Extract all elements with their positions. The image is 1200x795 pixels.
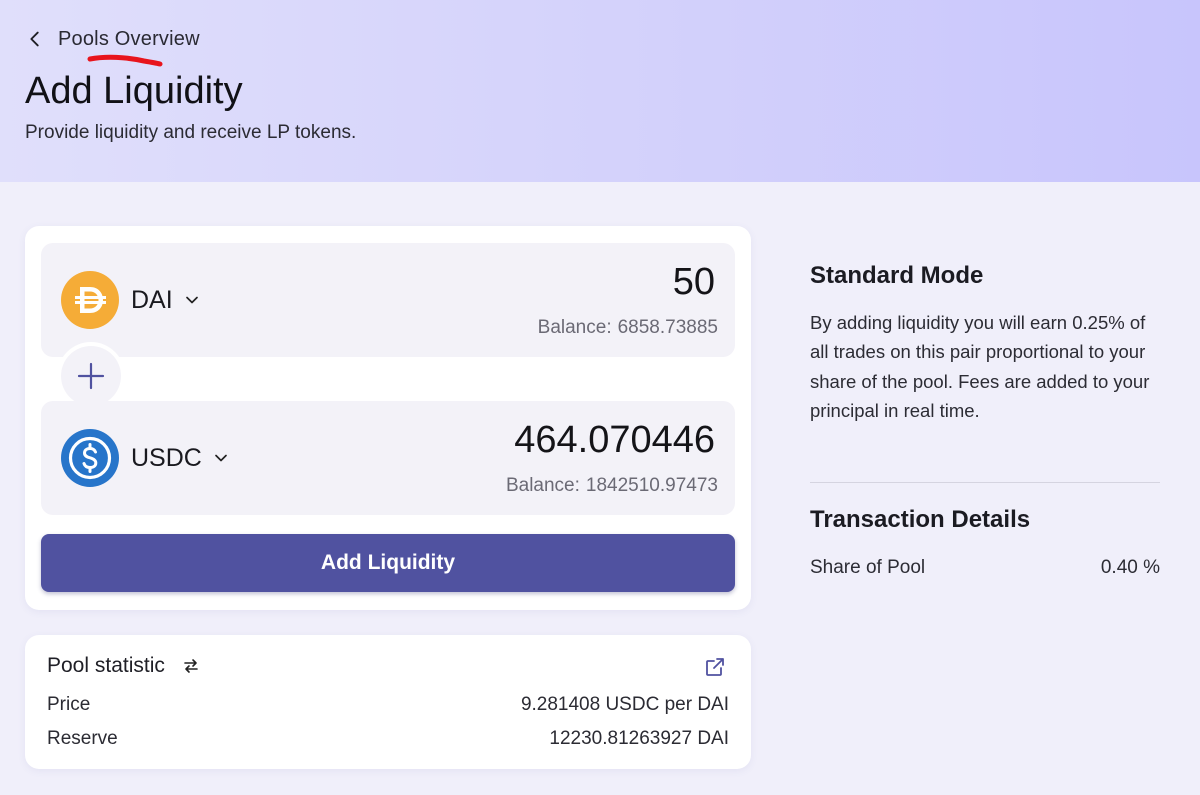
mode-title: Standard Mode (810, 262, 984, 289)
token-b-balance: Balance: 1842510.97473 (506, 475, 718, 497)
token-a-selector[interactable]: DAI (61, 271, 201, 329)
add-liquidity-card: DAI Balance: 6858.73885 USDC (25, 226, 751, 610)
token-a-symbol: DAI (131, 285, 173, 314)
stat-row-price: Price 9.281408 USDC per DAI (47, 694, 729, 716)
tx-label: Share of Pool (810, 557, 926, 578)
mode-info-panel: Standard Mode By adding liquidity you wi… (810, 262, 1160, 425)
token-b-amount-input[interactable] (315, 419, 715, 462)
chevron-down-icon (214, 454, 227, 462)
balance-label: Balance: (537, 317, 612, 338)
token-a-balance: Balance: 6858.73885 (538, 317, 718, 339)
token-b-panel: USDC Balance: 1842510.97473 (41, 401, 735, 515)
divider (810, 482, 1160, 483)
external-link-icon[interactable] (703, 655, 727, 679)
plus-icon (77, 362, 105, 390)
back-link-label: Pools Overview (58, 27, 200, 50)
page-header: Pools Overview Add Liquidity Provide liq… (0, 0, 1200, 182)
balance-label: Balance: (505, 475, 580, 496)
red-underline-annotation (87, 54, 163, 67)
chevron-down-icon (185, 296, 198, 304)
back-to-pools-link[interactable]: Pools Overview (24, 26, 200, 52)
usdc-icon (61, 429, 119, 487)
token-a-panel: DAI Balance: 6858.73885 (41, 243, 735, 357)
swap-arrows-icon[interactable] (181, 656, 201, 676)
page-title: Add Liquidity (25, 70, 243, 112)
stat-value: 12230.81263927 DAI (549, 728, 729, 749)
token-b-symbol: USDC (131, 443, 202, 472)
pool-statistic-header: Pool statistic (47, 654, 201, 678)
page-subtitle: Provide liquidity and receive LP tokens. (25, 122, 357, 143)
dai-icon (61, 271, 119, 329)
mode-description: By adding liquidity you will earn 0.25% … (810, 312, 1150, 421)
stat-value: 9.281408 USDC per DAI (520, 694, 729, 715)
plus-button[interactable] (57, 342, 125, 410)
chevron-left-icon (30, 31, 39, 47)
pool-statistic-card: Pool statistic Price 9.281408 USDC per D… (25, 635, 751, 769)
share-of-pool-row: Share of Pool 0.40 % (810, 557, 1160, 579)
add-liquidity-button[interactable]: Add Liquidity (41, 534, 735, 592)
balance-value: 6858.73885 (617, 317, 718, 338)
token-b-selector[interactable]: USDC (61, 429, 230, 487)
balance-value: 1842510.97473 (585, 475, 718, 496)
stat-label: Reserve (47, 728, 118, 749)
stat-label: Price (47, 694, 91, 715)
pool-statistic-title: Pool statistic (47, 654, 165, 677)
token-a-amount-input[interactable] (315, 261, 715, 304)
stat-row-reserve: Reserve 12230.81263927 DAI (47, 728, 729, 750)
transaction-details-title: Transaction Details (810, 506, 1031, 533)
tx-value: 0.40 % (1100, 557, 1160, 578)
